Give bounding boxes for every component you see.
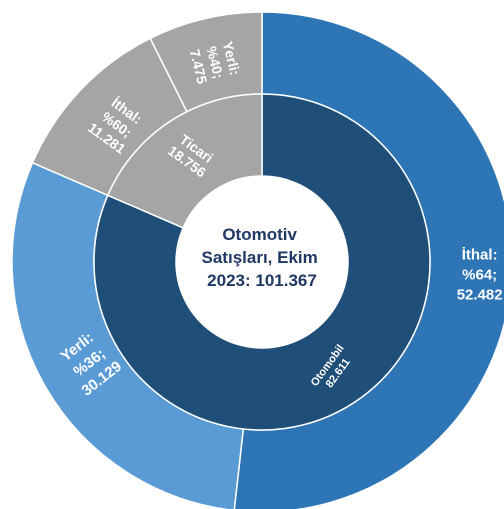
label-ticari-yerli-line-2: %40; (203, 45, 226, 81)
label-otomobil-ithal-line-2: %64; (462, 266, 497, 283)
center-title-line-3: 2023: 101.367 (207, 271, 317, 290)
labels: İthal: %64; 52.482Yerli:%36;30.129İthal:%6… (57, 39, 503, 400)
outer-ring (11, 11, 504, 509)
inner-ring (93, 93, 431, 431)
center-title-line-2: Satışları, Ekim (202, 248, 318, 267)
label-otomobil-ithal-line-3: 52.482 (457, 286, 503, 303)
label-otomobil-ithal-line-1: İthal: (462, 246, 498, 263)
center-hole (176, 176, 348, 348)
label-ticari-yerli: Yerli:%40;7.475 (187, 39, 244, 85)
center-title: Otomotiv Satışları, Ekim 2023: 101.367 (202, 225, 323, 290)
label-otomobil-ithal: İthal: %64; 52.482 (457, 246, 503, 303)
center-title-line-1: Otomotiv (222, 225, 297, 244)
